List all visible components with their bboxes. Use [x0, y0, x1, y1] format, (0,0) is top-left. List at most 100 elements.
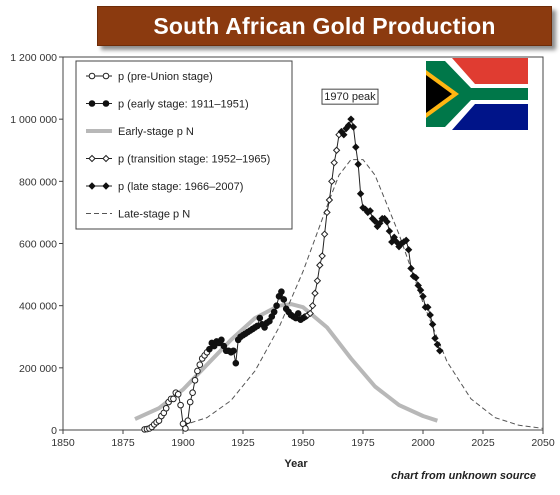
data-point	[383, 218, 391, 226]
data-point	[230, 347, 237, 355]
peak-annotation: 1970 peak	[321, 88, 379, 105]
data-point	[273, 302, 280, 309]
x-axis-title: Year	[284, 458, 308, 470]
data-point	[218, 336, 225, 344]
x-tick-label: 1850	[51, 437, 75, 449]
legend-label: Late-stage p N	[118, 209, 190, 221]
data-point	[182, 425, 189, 432]
data-point	[186, 398, 194, 406]
data-point	[407, 264, 415, 273]
data-point	[184, 417, 192, 424]
legend: p (pre-Union stage) p (early stage: 1911–…	[75, 60, 293, 230]
data-point	[232, 359, 240, 367]
y-tick-label: 400 000	[19, 301, 57, 313]
data-point	[371, 217, 379, 225]
legend-swatch-marker	[102, 72, 110, 80]
data-point	[412, 273, 420, 282]
series-group	[337, 115, 444, 355]
data-point	[313, 277, 322, 285]
data-point	[376, 219, 384, 228]
data-point	[170, 395, 177, 403]
data-point	[428, 320, 437, 329]
legend-swatch-marker	[102, 182, 110, 190]
data-point	[311, 289, 319, 297]
data-point	[402, 236, 410, 245]
legend-swatch-marker	[88, 100, 96, 107]
data-point	[354, 160, 362, 168]
data-point	[316, 261, 324, 269]
y-tick-label: 1 000 000	[10, 114, 57, 126]
legend-label: Early-stage p N	[118, 126, 194, 138]
data-point	[318, 252, 326, 260]
legend-swatch-marker	[102, 154, 110, 163]
data-point	[419, 292, 427, 301]
x-tick-label: 2000	[411, 437, 435, 449]
data-point	[388, 238, 396, 246]
legend-label: p (early stage: 1911–1951)	[118, 99, 249, 111]
y-tick-label: 200 000	[19, 363, 57, 375]
data-point	[330, 158, 338, 167]
x-tick-label: 2025	[471, 437, 495, 449]
series-line	[341, 118, 441, 351]
legend-box	[75, 60, 293, 230]
data-point	[340, 131, 348, 139]
source-note: chart from unknown source	[391, 470, 536, 482]
data-point	[177, 401, 184, 409]
data-point	[325, 196, 334, 204]
legend-label: p (transition stage: 1952–1965)	[118, 154, 270, 166]
x-tick-label: 2050	[531, 437, 555, 449]
data-point	[332, 146, 341, 154]
title-banner: South African Gold Production	[97, 6, 552, 46]
series-group	[304, 131, 343, 319]
series-line	[134, 302, 439, 423]
data-point	[174, 390, 182, 398]
data-point	[308, 301, 317, 310]
flag-green-pall	[426, 61, 528, 127]
legend-label: p (late stage: 1966–2007)	[118, 181, 243, 193]
data-point	[356, 190, 365, 198]
data-point	[320, 230, 329, 238]
chart-title: South African Gold Production	[153, 13, 496, 39]
data-point	[256, 314, 264, 322]
y-tick-label: 0	[51, 425, 57, 437]
legend-swatch-marker	[88, 72, 96, 80]
series-group	[182, 159, 544, 429]
data-point	[294, 310, 302, 317]
chart: 0 200 000 400 000 600 000 800 000 1 000 000 1 …	[10, 52, 555, 470]
data-point	[278, 288, 285, 295]
flag-black-triangle	[426, 75, 452, 113]
data-point	[349, 123, 358, 131]
series-group	[206, 288, 309, 367]
data-point	[347, 115, 355, 123]
data-point	[433, 340, 442, 349]
data-point	[196, 361, 204, 369]
south-africa-flag	[426, 58, 528, 130]
x-tick-label: 1900	[171, 437, 195, 449]
series-layer	[134, 115, 544, 433]
data-point	[390, 233, 398, 241]
data-point	[404, 246, 413, 254]
y-axis: 0 200 000 400 000 600 000 800 000 1 000 000 1 …	[10, 52, 63, 437]
data-point	[191, 376, 199, 384]
data-point	[431, 334, 439, 343]
data-point	[189, 389, 196, 397]
data-point	[416, 286, 425, 294]
x-axis: 1850 1875 1900 1925 1950 1975 2000 2025 2050	[51, 430, 555, 449]
y-tick-label: 600 000	[19, 239, 57, 251]
data-point	[206, 345, 213, 353]
data-point	[328, 177, 336, 186]
data-point	[424, 303, 432, 311]
series-group	[141, 348, 211, 433]
data-point	[280, 296, 288, 303]
data-point	[352, 143, 360, 151]
data-point	[366, 207, 374, 215]
y-tick-label: 800 000	[19, 176, 57, 188]
legend-swatch-marker	[88, 182, 96, 190]
data-point	[162, 404, 170, 412]
legend-swatch-marker	[88, 154, 96, 163]
data-point	[426, 311, 434, 319]
data-point	[385, 227, 394, 235]
legend-label: p (pre-Union stage)	[118, 71, 213, 83]
x-tick-label: 1950	[291, 437, 315, 449]
data-point	[436, 347, 444, 355]
